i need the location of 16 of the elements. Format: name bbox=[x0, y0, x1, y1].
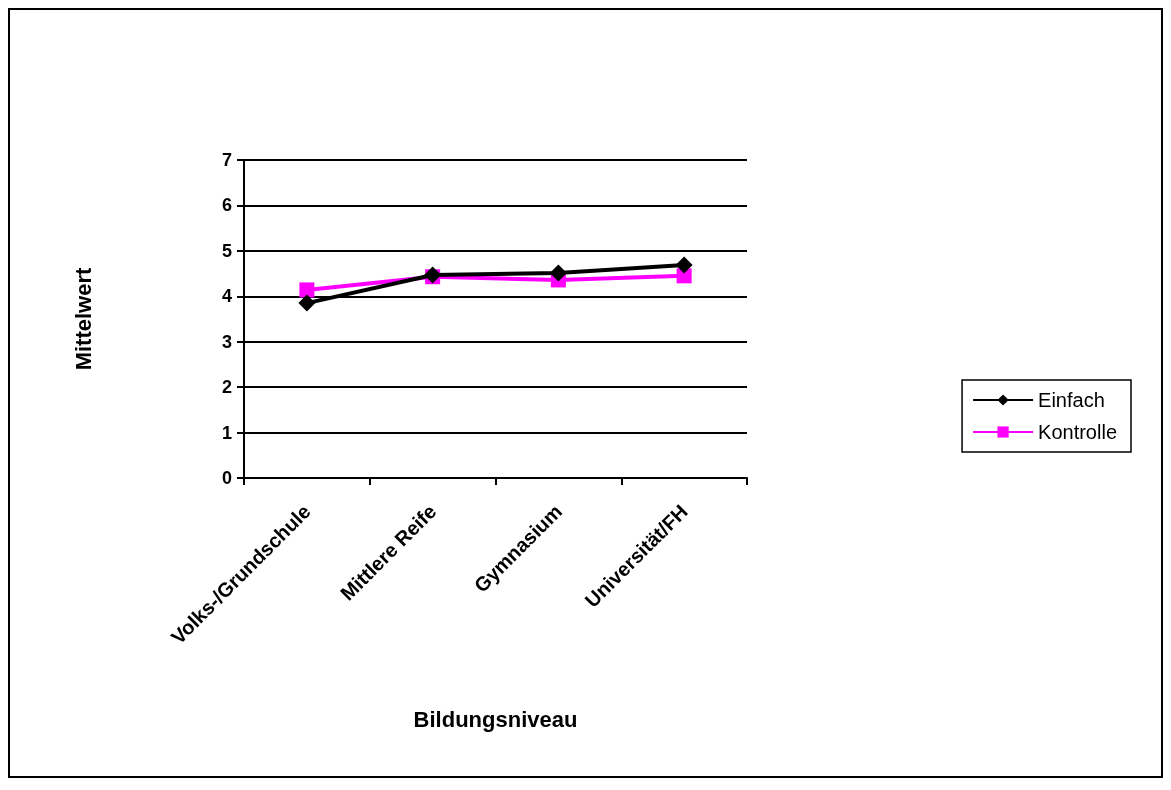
y-tick-label: 6 bbox=[221, 195, 232, 216]
y-tick-label: 7 bbox=[221, 150, 232, 170]
legend-label: Einfach bbox=[1038, 389, 1105, 411]
point bbox=[298, 294, 316, 312]
y-tick-label: 2 bbox=[221, 377, 232, 398]
legend-label: Kontrolle bbox=[1038, 421, 1117, 443]
x-axis-title: Bildungsniveau bbox=[413, 706, 578, 732]
point bbox=[549, 264, 567, 282]
y-axis-title: Mittelwert bbox=[70, 267, 96, 371]
point bbox=[675, 256, 693, 274]
point bbox=[299, 282, 315, 298]
y-tick-label: 4 bbox=[221, 286, 232, 307]
y-tick-label: 5 bbox=[221, 240, 232, 261]
y-tick-label: 3 bbox=[221, 331, 232, 352]
y-tick-label: 1 bbox=[221, 422, 232, 443]
y-tick-label: 0 bbox=[221, 468, 232, 488]
